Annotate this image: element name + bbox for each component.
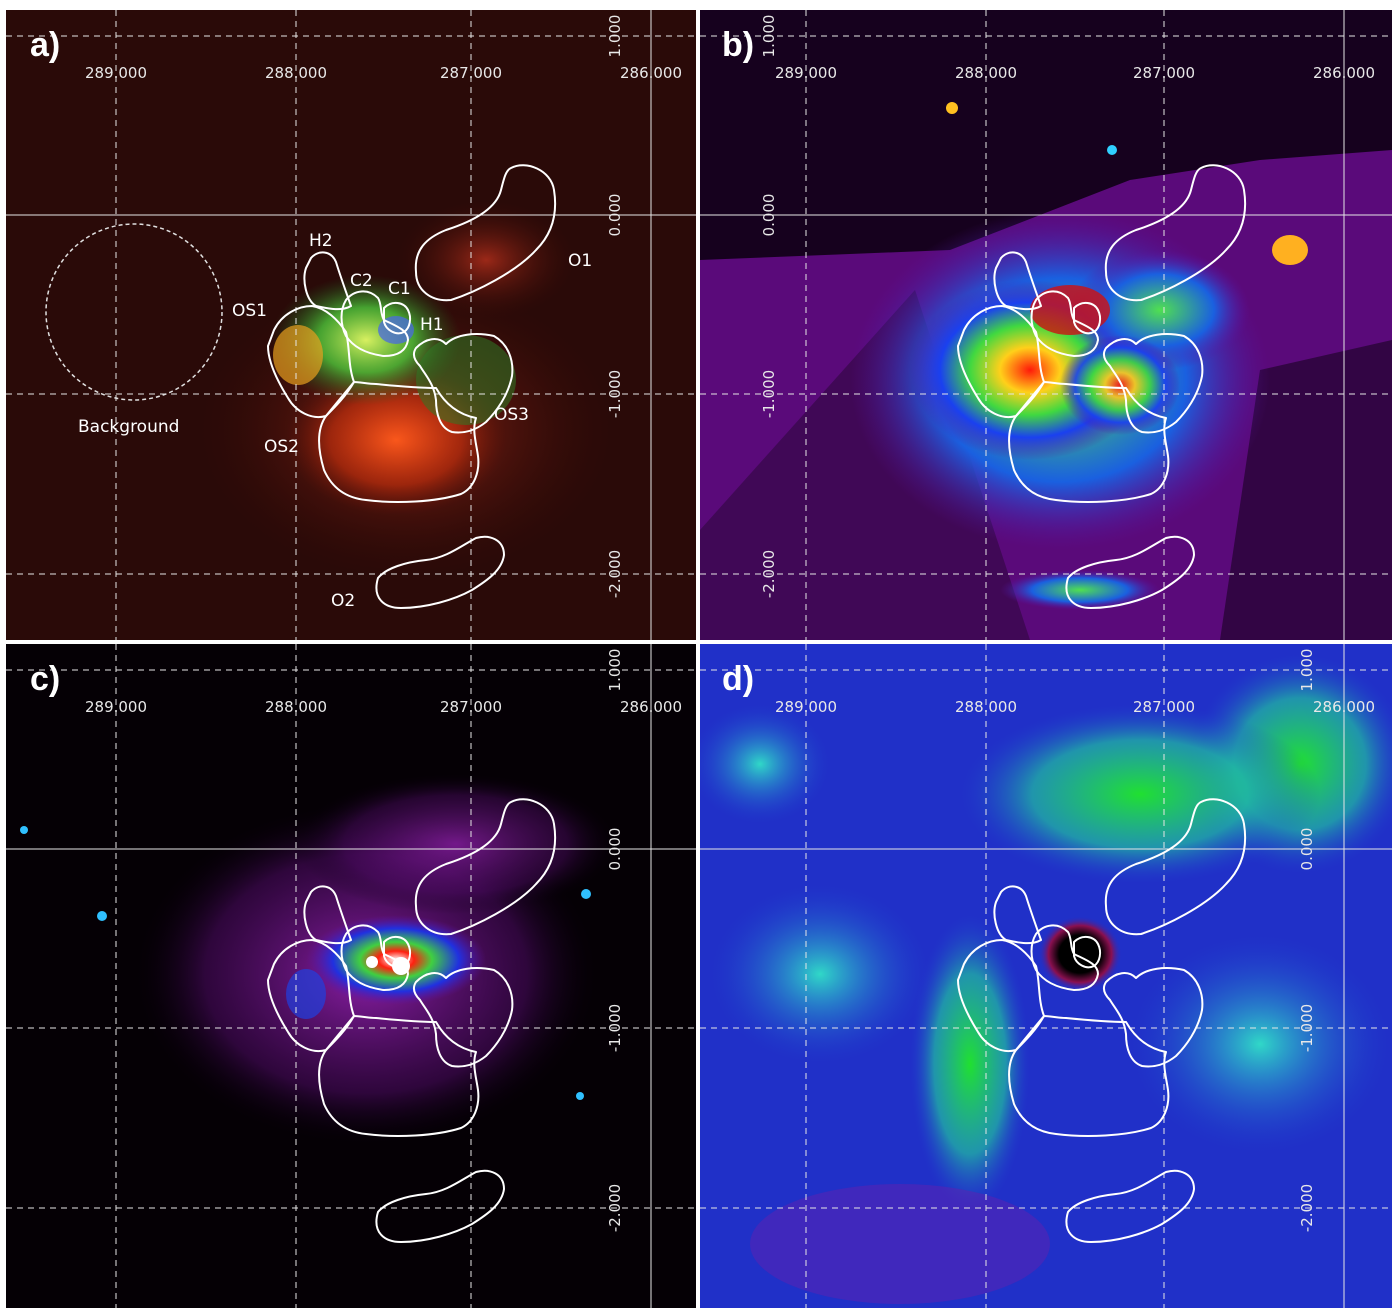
ra-tick-289: 289.000 — [775, 698, 837, 716]
panel-c-label: c) — [30, 660, 60, 698]
panel-a-rgb-image: 289.000 288.000 287.000 286.000 1.000 0.… — [6, 10, 696, 640]
dec-tick-m2: -2.000 — [1298, 1184, 1316, 1232]
region-label-o1: O1 — [568, 251, 592, 271]
ra-tick-286: 286.000 — [620, 698, 682, 716]
dec-tick-m2: -2.000 — [606, 550, 624, 598]
ra-tick-289: 289.000 — [775, 64, 837, 82]
panel-a-label: a) — [30, 26, 60, 64]
dec-tick-1: 1.000 — [606, 15, 624, 58]
ra-tick-288: 288.000 — [955, 698, 1017, 716]
dec-tick-0: 0.000 — [606, 828, 624, 871]
ra-tick-288: 288.000 — [265, 698, 327, 716]
region-label-os3: OS3 — [494, 405, 529, 425]
dec-tick-1: 1.000 — [760, 15, 778, 58]
ra-tick-286: 286.000 — [1313, 698, 1375, 716]
panel-a-canvas: 289.000 288.000 287.000 286.000 1.000 0.… — [6, 10, 696, 640]
dec-tick-m2: -2.000 — [760, 550, 778, 598]
dec-tick-1: 1.000 — [1298, 649, 1316, 692]
region-label-h2: H2 — [309, 231, 333, 251]
panel-c-infrared-image: 289.000 288.000 287.000 286.000 1.000 0.… — [6, 644, 696, 1308]
panel-b-xray-image: 289.000 288.000 287.000 286.000 1.000 0.… — [700, 10, 1392, 640]
panel-b-label: b) — [722, 26, 754, 64]
ra-tick-287: 287.000 — [440, 698, 502, 716]
region-label-os2: OS2 — [264, 437, 299, 457]
dec-tick-0: 0.000 — [1298, 828, 1316, 871]
dec-tick-m1: -1.000 — [606, 370, 624, 418]
panel-d-canvas: 289.000 288.000 287.000 286.000 1.000 0.… — [700, 644, 1392, 1308]
region-label-c2: C2 — [350, 271, 373, 291]
region-label-os1: OS1 — [232, 301, 267, 321]
ra-tick-289: 289.000 — [85, 64, 147, 82]
ra-tick-287: 287.000 — [440, 64, 502, 82]
dec-tick-m2: -2.000 — [606, 1184, 624, 1232]
region-label-h1: H1 — [420, 315, 444, 335]
dec-tick-0: 0.000 — [760, 194, 778, 237]
ra-tick-288: 288.000 — [265, 64, 327, 82]
ra-tick-289: 289.000 — [85, 698, 147, 716]
dec-tick-m1: -1.000 — [760, 370, 778, 418]
region-label-o2: O2 — [331, 591, 355, 611]
background-region-circle — [45, 223, 223, 401]
ra-tick-286: 286.000 — [1313, 64, 1375, 82]
panel-d-smoothed-map: 289.000 288.000 287.000 286.000 1.000 0.… — [700, 644, 1392, 1308]
ra-tick-286: 286.000 — [620, 64, 682, 82]
dec-tick-1: 1.000 — [606, 649, 624, 692]
dec-tick-m1: -1.000 — [1298, 1004, 1316, 1052]
ra-tick-287: 287.000 — [1133, 64, 1195, 82]
dec-tick-m1: -1.000 — [606, 1004, 624, 1052]
region-label-background: Background — [78, 417, 179, 437]
panel-c-canvas: 289.000 288.000 287.000 286.000 1.000 0.… — [6, 644, 696, 1308]
ra-tick-288: 288.000 — [955, 64, 1017, 82]
panel-d-label: d) — [722, 660, 754, 698]
panel-b-canvas: 289.000 288.000 287.000 286.000 1.000 0.… — [700, 10, 1392, 640]
dec-tick-0: 0.000 — [606, 194, 624, 237]
ra-tick-287: 287.000 — [1133, 698, 1195, 716]
region-label-c1: C1 — [388, 279, 411, 299]
